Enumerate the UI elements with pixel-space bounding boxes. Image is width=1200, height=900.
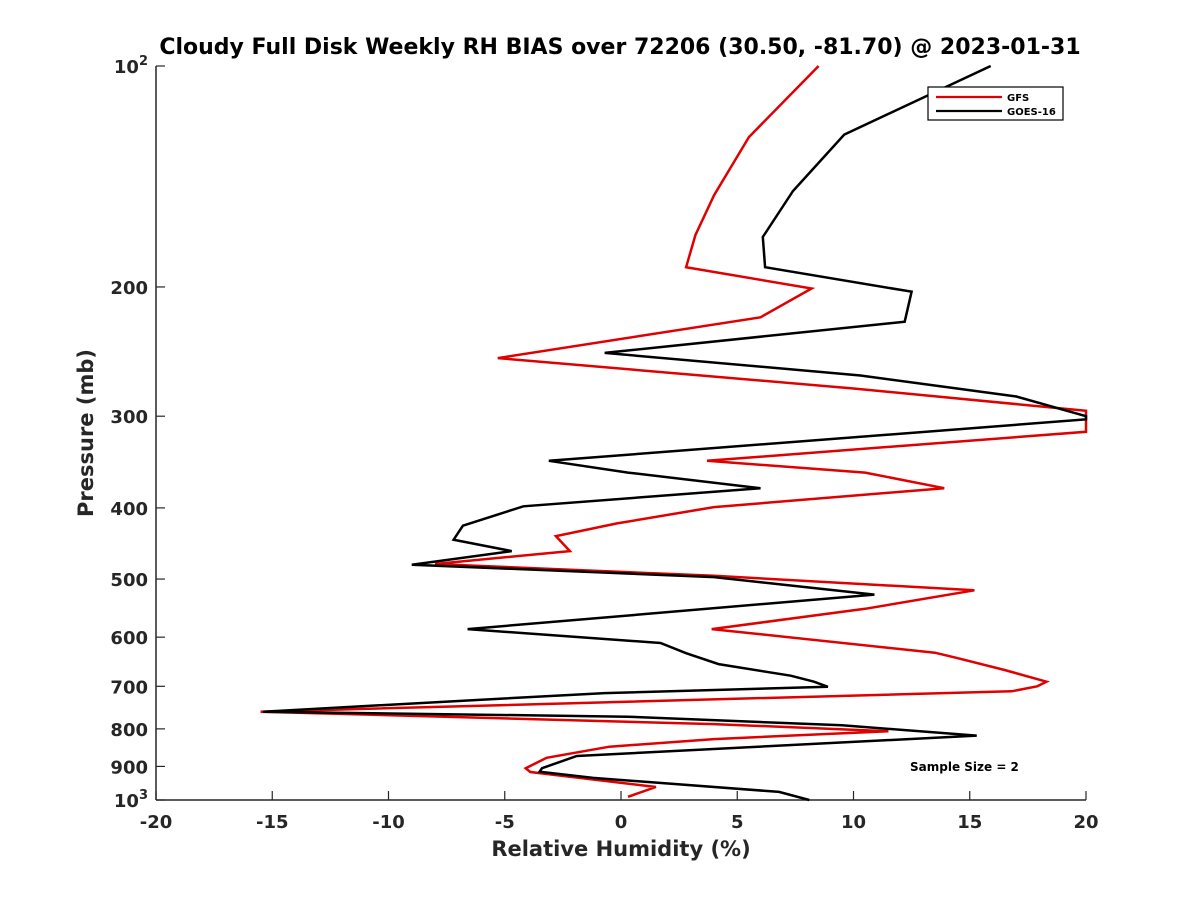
- x-tick-label: -5: [495, 812, 515, 833]
- series-line-gfs: [260, 65, 1088, 798]
- legend-label-gfs: GFS: [1007, 93, 1029, 104]
- legend-box: [927, 86, 1064, 121]
- x-tick-label: 20: [1073, 812, 1098, 833]
- legend: GFS GOES-16: [927, 86, 1064, 121]
- y-axis-label: Pressure (mb): [74, 349, 98, 517]
- sample-size-annotation: Sample Size = 2: [910, 760, 1019, 774]
- y-tick-label: 700: [110, 677, 148, 698]
- x-tick-label: 10: [841, 812, 866, 833]
- y-tick-label: 900: [110, 757, 148, 778]
- x-tick-label: 5: [731, 812, 744, 833]
- y-tick-label: 103: [114, 788, 148, 812]
- y-tick-label: 800: [110, 720, 148, 741]
- x-tick-label: -20: [140, 812, 173, 833]
- y-tick-label: 102: [114, 54, 148, 78]
- y-tick-label: 600: [110, 628, 148, 649]
- y-tick-label: 400: [110, 499, 148, 520]
- series-line-goes16: [262, 64, 1088, 802]
- y-tick-label: 300: [110, 407, 148, 428]
- x-tick-label: -10: [372, 812, 405, 833]
- x-tick-label: 15: [957, 812, 982, 833]
- legend-label-goes16: GOES-16: [1007, 107, 1056, 118]
- x-tick-label: 0: [615, 812, 628, 833]
- y-ticks: 102 200 300 400 500 600 700 800 900 103: [110, 54, 165, 812]
- y-tick-label: 200: [110, 278, 148, 299]
- x-ticks: -20 -15 -10 -5 0 5 10 15 20: [140, 791, 1099, 833]
- chart-title: Cloudy Full Disk Weekly RH BIAS over 722…: [159, 35, 1080, 60]
- series-layer: [260, 64, 1088, 802]
- plot-area: [155, 66, 1086, 801]
- x-tick-label: -15: [256, 812, 289, 833]
- x-axis-label: Relative Humidity (%): [491, 837, 750, 861]
- y-tick-label: 500: [110, 570, 148, 591]
